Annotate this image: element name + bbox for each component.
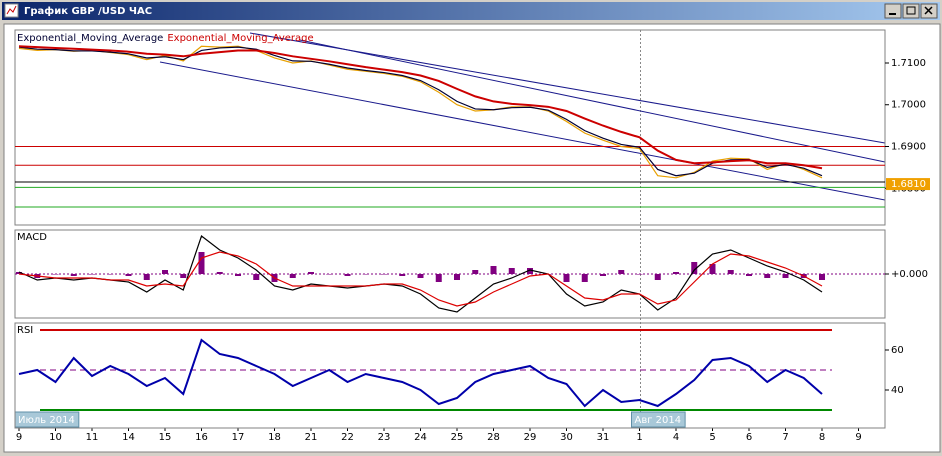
x-tick-label: 30	[560, 432, 573, 443]
histogram-bar	[691, 262, 698, 274]
histogram-bar	[709, 264, 716, 274]
histogram-bar	[216, 272, 223, 274]
y-tick-label: +0.000	[891, 269, 928, 280]
series-line	[18, 46, 823, 177]
histogram-bar	[819, 274, 825, 280]
month-label: Авг 2014	[635, 415, 682, 426]
x-tick-label: 23	[378, 432, 391, 443]
trend-line	[159, 61, 886, 201]
maximize-glyph	[906, 6, 916, 15]
histogram-bar	[125, 274, 132, 276]
x-tick-label: 11	[86, 432, 99, 443]
x-tick-label: 1	[636, 432, 642, 443]
histogram-bar	[417, 274, 424, 278]
x-tick-label: 24	[414, 432, 427, 443]
histogram-bar	[362, 274, 369, 275]
x-tick-label: 7	[782, 432, 788, 443]
window-title: График GBP /USD ЧАС	[24, 5, 152, 17]
x-tick-label: 4	[673, 432, 679, 443]
histogram-bar	[162, 270, 168, 274]
histogram-bar	[600, 274, 606, 276]
maximize-button[interactable]	[902, 3, 920, 19]
x-tick-label: 10	[49, 432, 62, 443]
histogram-bar	[764, 274, 771, 278]
histogram-bar	[253, 274, 260, 280]
x-tick-label: 14	[122, 432, 135, 443]
x-tick-label: 28	[487, 432, 500, 443]
histogram-bar	[746, 274, 752, 276]
x-tick-label: 31	[597, 432, 610, 443]
month-label: Июль 2014	[18, 415, 75, 426]
histogram-bar	[70, 274, 77, 276]
x-tick-label: 9	[855, 432, 861, 443]
histogram-bar	[198, 252, 205, 274]
histogram-bar	[308, 272, 314, 274]
histogram-bar	[289, 274, 296, 278]
histogram-bar	[490, 266, 497, 274]
histogram-bar	[508, 268, 515, 274]
histogram-bar	[527, 268, 533, 274]
trend-line	[299, 39, 886, 163]
histogram-bar	[727, 270, 734, 274]
y-tick-label: 40	[891, 385, 904, 396]
histogram-bar	[326, 274, 333, 275]
histogram-bar	[16, 272, 22, 274]
panel-title: MACD	[17, 232, 47, 243]
panel-border	[14, 29, 886, 226]
x-tick-label: 6	[746, 432, 752, 443]
legend-entry: Exponential_Moving_Average	[17, 33, 163, 44]
series-line	[18, 45, 823, 170]
histogram-bar	[581, 274, 588, 282]
x-tick-label: 5	[709, 432, 715, 443]
window-icon-glyph	[6, 5, 17, 15]
histogram-bar	[344, 274, 351, 276]
histogram-bar	[454, 274, 460, 280]
histogram-bar	[563, 274, 570, 282]
chart-area	[3, 23, 941, 453]
histogram-bar	[673, 272, 679, 274]
y-tick-label: 60	[891, 345, 904, 356]
x-tick-label: 16	[195, 432, 208, 443]
x-tick-label: 25	[451, 432, 464, 443]
histogram-bar	[435, 274, 442, 282]
x-tick-label: 9	[16, 432, 22, 443]
price-marker	[886, 178, 930, 191]
histogram-bar	[107, 274, 114, 275]
series-line	[18, 251, 823, 307]
y-tick-label: 1.7100	[891, 58, 926, 69]
histogram-bar	[235, 274, 241, 276]
series-line	[18, 338, 823, 408]
y-tick-label: 1.7000	[891, 100, 926, 111]
histogram-bar	[472, 270, 479, 274]
x-tick-label: 17	[232, 432, 245, 443]
legend-entry: Exponential_Moving_Average	[167, 33, 313, 44]
title-bar	[2, 2, 940, 20]
x-tick-label: 8	[819, 432, 825, 443]
close-glyph	[924, 6, 933, 15]
histogram-bar	[399, 274, 406, 276]
x-tick-label: 18	[268, 432, 281, 443]
histogram-bar	[654, 274, 661, 280]
panel-border	[14, 322, 886, 429]
series-line	[18, 235, 823, 313]
window-buttons[interactable]	[884, 3, 938, 19]
x-tick-label: 22	[341, 432, 354, 443]
histogram-bar	[180, 274, 187, 278]
x-tick-label: 15	[159, 432, 172, 443]
month-label-box	[631, 411, 686, 428]
x-tick-label: 21	[305, 432, 318, 443]
minimize-button[interactable]	[884, 3, 902, 19]
histogram-bar	[618, 270, 625, 274]
price-marker-label: 1.6810	[891, 179, 926, 190]
histogram-bar	[143, 274, 150, 280]
histogram-bar	[782, 274, 789, 278]
x-tick-label: 29	[524, 432, 537, 443]
y-tick-label: 1.6900	[891, 141, 926, 152]
panel-title: RSI	[17, 325, 33, 336]
